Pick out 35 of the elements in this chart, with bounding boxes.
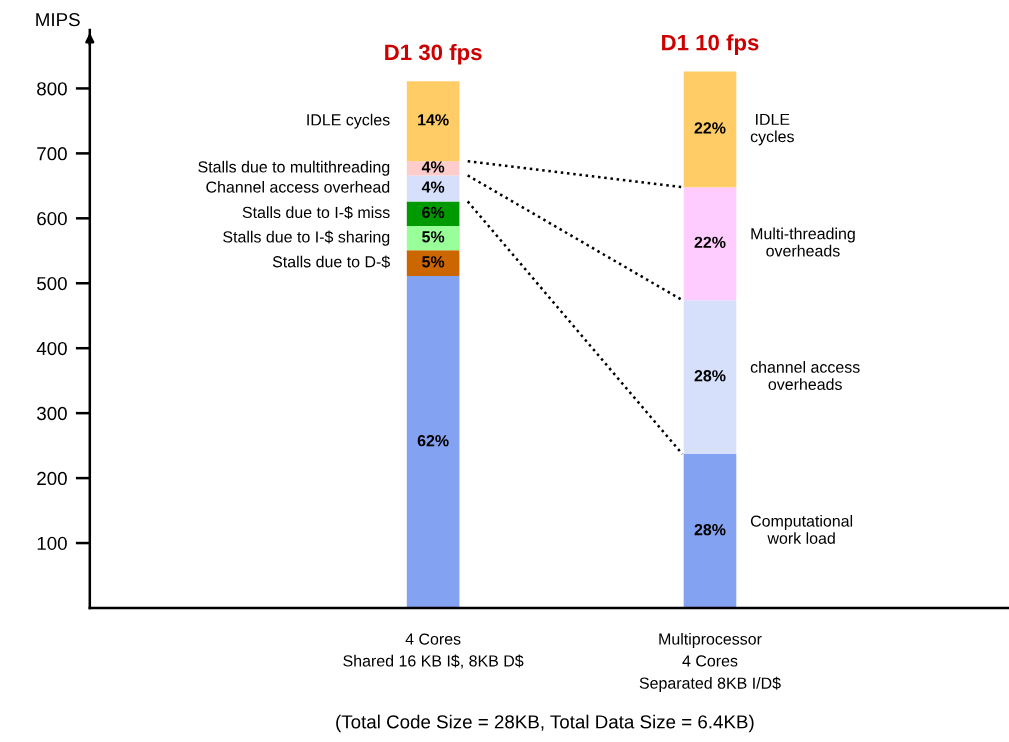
series-label: IDLE cycles [750, 113, 794, 146]
y-tick-label: 500 [37, 276, 67, 291]
annotation: D1 10 fps [662, 34, 759, 55]
series-label: Stalls due to I-$ miss [242, 206, 390, 220]
series-label: Stalls due to I-$ sharing [223, 230, 390, 246]
annotation: 6% [422, 206, 445, 219]
y-tick-label: 800 [37, 82, 67, 96]
annotation: 4% [421, 181, 445, 193]
annotation: 4% [421, 161, 445, 173]
series-label: IDLE cycles [307, 113, 390, 129]
annotation: 5% [422, 231, 445, 243]
y-tick-label: 400 [36, 341, 67, 356]
y-tick-label: 600 [37, 212, 67, 226]
annotation: D1 30 fps [385, 43, 482, 65]
y-tick-label: 700 [37, 147, 67, 161]
annotation: 28% [694, 524, 726, 536]
series-label: Stalls due to D-$ [272, 255, 390, 269]
y-tick-label: 300 [37, 406, 67, 421]
annotation: 22% [694, 122, 726, 134]
x-tick-label: Multiprocessor 4 Cores Separated 8KB I/D$ [639, 632, 781, 692]
annotation: 14% [418, 114, 449, 126]
annotation: 5% [422, 256, 445, 268]
series-label: channel access overheads [750, 361, 860, 390]
annotation: 22% [694, 236, 726, 248]
series-label: Channel access overhead [206, 181, 390, 193]
y-tick-label: 200 [37, 471, 67, 486]
y-axis-title: MIPS [36, 12, 80, 27]
series-label: Computational work load [750, 514, 853, 544]
annotation: 28% [694, 370, 726, 382]
text: (Total Code Size = 28KB, Total Data Size = 6.4KB) [336, 714, 754, 733]
series-label: Multi-threading overheads [751, 227, 855, 257]
series-label: Stalls due to multithreading [198, 160, 390, 176]
y-tick-label: 100 [37, 536, 67, 551]
x-tick-label: 4 Cores Shared 16 KB I$, 8KB D$ [343, 633, 524, 669]
annotation: 62% [417, 435, 449, 447]
